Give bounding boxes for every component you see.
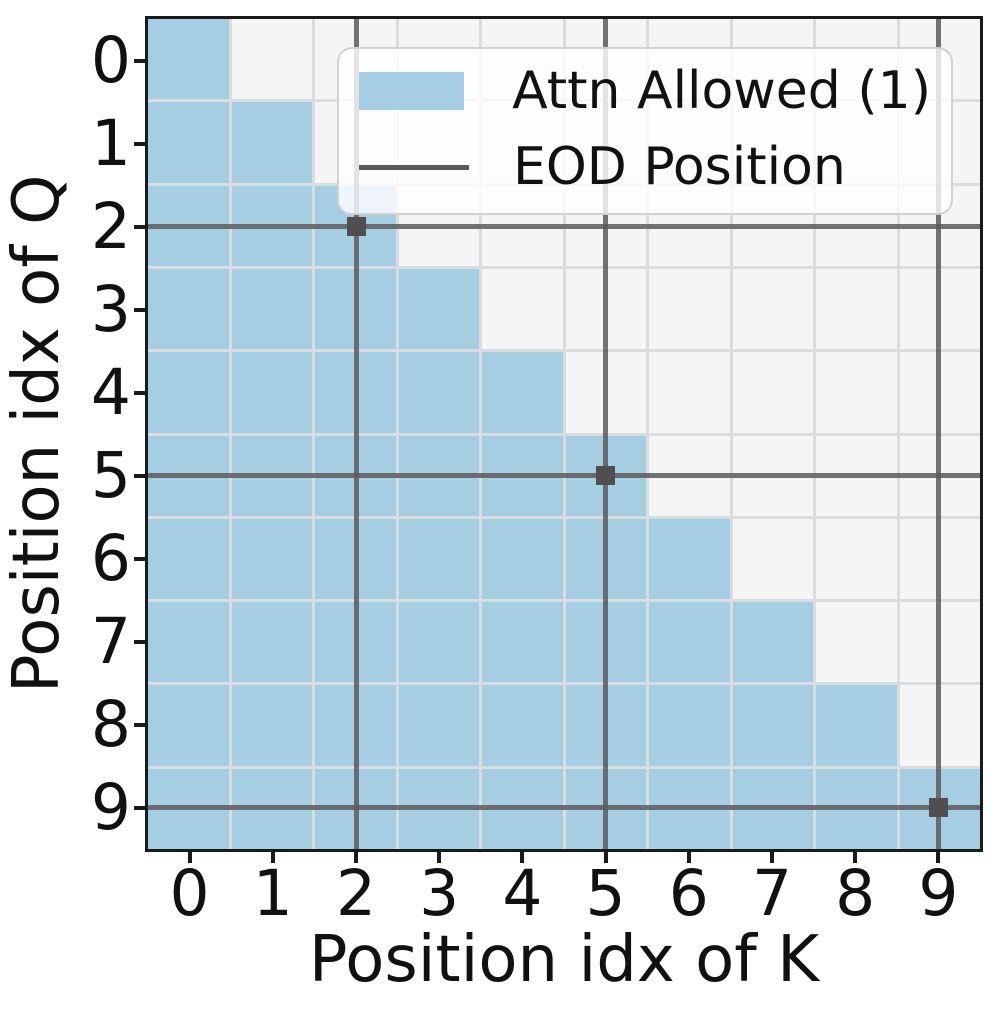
y-tick-mark	[134, 307, 145, 312]
attn-allowed-cell	[231, 352, 312, 433]
x-tick-label: 2	[335, 857, 377, 930]
attn-masked-cell	[649, 268, 730, 350]
attn-allowed-cell	[148, 102, 229, 183]
attn-allowed-cell	[482, 602, 563, 683]
y-tick-mark	[134, 58, 145, 63]
y-tick-mark	[134, 473, 145, 478]
attn-allowed-cell	[649, 602, 730, 683]
attn-allowed-cell	[148, 518, 229, 600]
x-tick-mark	[270, 852, 275, 863]
y-tick-mark	[134, 224, 145, 229]
y-tick-label: 6	[90, 521, 131, 595]
y-tick-mark	[134, 141, 145, 146]
x-tick-mark	[437, 852, 442, 863]
attn-masked-cell	[732, 268, 813, 350]
x-tick-mark	[853, 852, 858, 863]
x-tick-label: 7	[751, 857, 793, 930]
x-tick-mark	[520, 852, 525, 863]
legend-label-attn-allowed: Attn Allowed (1)	[512, 61, 931, 121]
x-tick-label: 3	[419, 857, 460, 930]
x-tick-mark	[770, 852, 774, 863]
attn-masked-cell	[732, 352, 813, 433]
attn-allowed-cell	[231, 685, 312, 766]
attn-allowed-cell	[148, 268, 229, 350]
attn-masked-cell	[732, 518, 813, 600]
y-tick-mark	[134, 722, 145, 727]
legend-item-eod-position: EOD Position	[359, 129, 931, 205]
eod-marker	[928, 798, 948, 817]
x-tick-mark	[686, 852, 691, 863]
attn-masked-cell	[482, 268, 563, 350]
legend-label-eod-position: EOD Position	[513, 137, 846, 197]
attn-allowed-cell	[816, 685, 897, 766]
attn-allowed-cell	[148, 685, 229, 766]
x-tick-label: 1	[252, 857, 293, 930]
x-tick-label: 6	[668, 857, 709, 930]
attn-allowed-cell	[482, 518, 563, 600]
attn-allowed-cell	[398, 518, 479, 600]
eod-hline	[148, 473, 980, 478]
attn-allowed-cell	[231, 102, 312, 183]
x-tick-label: 9	[918, 857, 959, 930]
eod-vline	[935, 19, 941, 849]
eod-marker	[596, 466, 616, 485]
eod-vline	[603, 19, 609, 849]
x-tick-mark	[603, 852, 608, 863]
legend: Attn Allowed (1) EOD Position	[337, 47, 953, 215]
x-tick-mark	[354, 852, 358, 863]
y-tick-mark	[134, 805, 145, 810]
attn-masked-cell	[816, 518, 897, 600]
y-tick-mark	[134, 639, 145, 644]
y-tick-mark	[134, 390, 145, 395]
attn-allowed-cell	[732, 602, 813, 683]
eod-hline	[148, 224, 980, 229]
y-tick-label: 9	[90, 770, 131, 844]
attn-allowed-cell	[482, 685, 563, 766]
attn-masked-cell	[816, 268, 897, 350]
eod-overlays	[148, 19, 980, 849]
x-tick-mark	[187, 852, 192, 863]
attn-allowed-cell	[231, 602, 312, 683]
attn-masked-cell	[816, 352, 897, 433]
eod-line-swatch-icon	[359, 164, 469, 170]
attn-allowed-cell	[398, 268, 479, 350]
x-tick-mark	[936, 852, 941, 863]
y-tick-label: 7	[90, 604, 131, 678]
attn-allowed-cell	[482, 352, 563, 433]
x-tick-label: 8	[835, 857, 876, 930]
attn-masked-cell	[649, 352, 730, 433]
y-tick-label: 8	[90, 687, 131, 761]
attn-allowed-cell	[649, 518, 730, 600]
attn-masked-cell	[231, 19, 312, 100]
y-tick-label: 4	[90, 355, 131, 429]
attn-allowed-cell	[398, 352, 479, 433]
attn-masked-cell	[816, 602, 897, 683]
y-tick-label: 1	[90, 106, 131, 180]
x-axis-label: Position idx of K	[308, 923, 820, 997]
eod-marker	[346, 217, 366, 236]
attn-allowed-cell	[649, 685, 730, 766]
attn-allowed-cell	[231, 268, 312, 350]
y-tick-label: 5	[90, 438, 131, 512]
eod-vline	[353, 19, 359, 849]
attn-allowed-cell	[148, 352, 229, 433]
x-tick-label: 5	[585, 857, 626, 930]
attn-allowed-cell	[148, 602, 229, 683]
y-tick-label: 2	[90, 189, 131, 263]
attn-allowed-cell	[398, 602, 479, 683]
attn-allowed-cell	[732, 685, 813, 766]
attn-allowed-cell	[231, 518, 312, 600]
legend-item-attn-allowed: Attn Allowed (1)	[359, 53, 931, 129]
x-tick-label: 0	[169, 857, 210, 930]
x-tick-label: 4	[502, 857, 543, 930]
y-tick-mark	[134, 556, 145, 561]
eod-hline	[148, 805, 980, 810]
attn-allowed-cell	[398, 685, 479, 766]
y-tick-label: 3	[90, 272, 131, 346]
attn-allowed-cell	[148, 19, 229, 100]
y-tick-label: 0	[90, 23, 131, 97]
attn-allowed-swatch-icon	[359, 72, 464, 110]
